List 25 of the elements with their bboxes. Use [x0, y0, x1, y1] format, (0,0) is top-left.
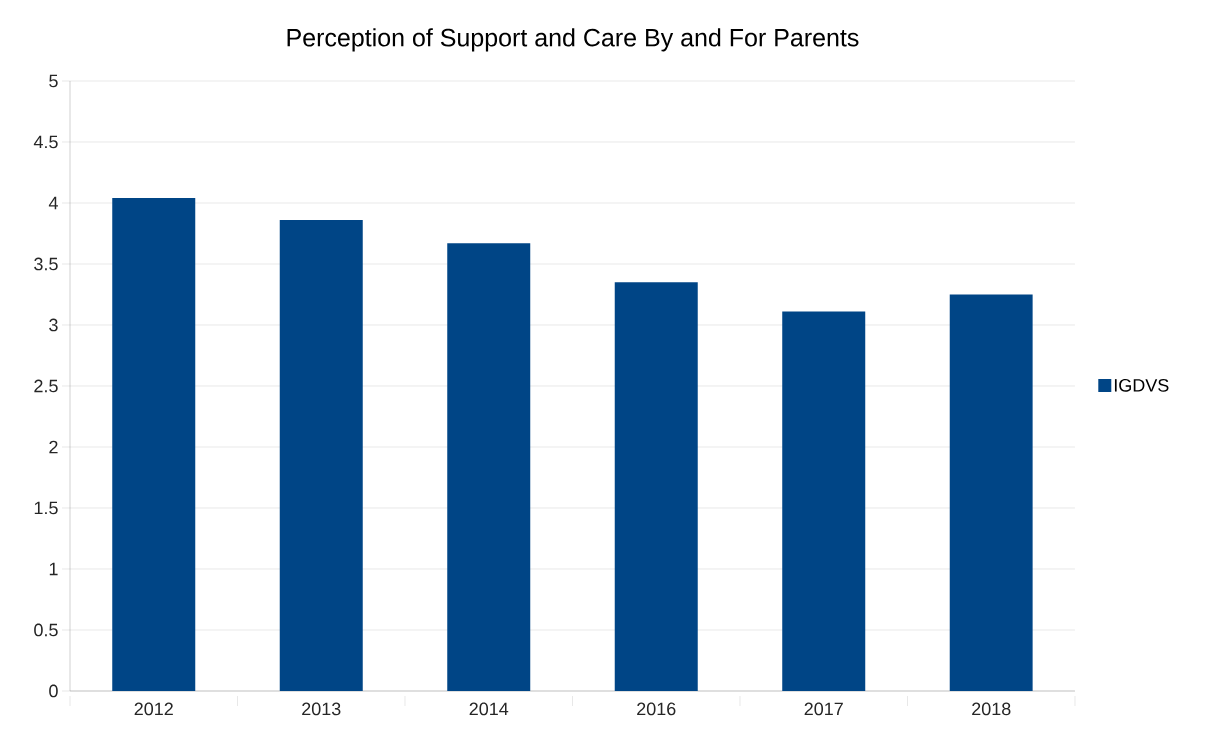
- bar: [112, 198, 196, 691]
- y-tick-label: 4.5: [33, 135, 58, 149]
- x-tick-label: 2016: [637, 702, 676, 716]
- y-tick-label: 4: [48, 196, 58, 210]
- y-tick-label: 5: [49, 74, 58, 88]
- y-tick-label: 3.5: [34, 257, 58, 271]
- bar: [614, 282, 698, 691]
- x-tick-label: 2013: [302, 702, 341, 716]
- x-tick-label: 2012: [134, 702, 173, 716]
- bar: [782, 311, 866, 691]
- x-tick-label: 2017: [804, 702, 843, 716]
- bar: [949, 294, 1033, 691]
- y-tick-label: 0.5: [34, 623, 58, 637]
- y-tick-label: 2: [49, 440, 58, 454]
- y-tick-label: 2.5: [34, 379, 58, 393]
- x-tick-label: 2014: [469, 702, 509, 716]
- y-tick-label: 1.5: [34, 501, 58, 515]
- chart-title: Perception of Support and Care By and For Parents: [287, 28, 859, 52]
- bar: [447, 243, 531, 691]
- bar: [279, 220, 363, 691]
- y-tick-label: 3: [49, 318, 58, 332]
- legend-label: IGDVS: [1114, 378, 1169, 392]
- y-tick-label: 1: [49, 562, 58, 576]
- x-tick-label: 2018: [972, 702, 1011, 716]
- y-tick-label: 0: [49, 684, 58, 698]
